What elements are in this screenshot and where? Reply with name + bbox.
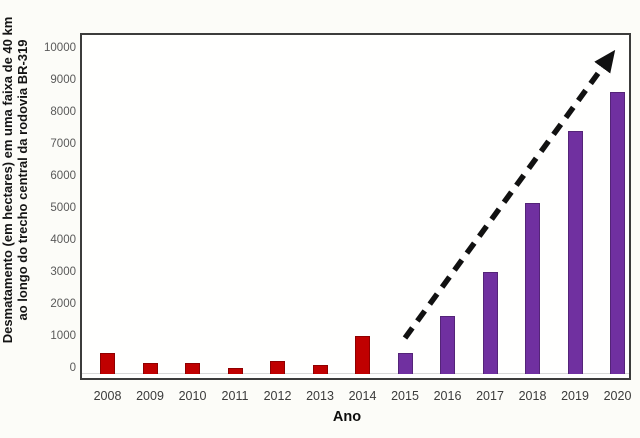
bar-2020 (610, 92, 625, 374)
bar-2010 (185, 362, 200, 374)
y-tick-label-5000: 5000 (50, 202, 76, 214)
bar-2016 (440, 316, 455, 374)
x-tick-label-2016: 2016 (433, 389, 462, 403)
y-tick-label-0: 0 (69, 362, 76, 374)
y-tick-label-2000: 2000 (50, 298, 76, 310)
bar-2011 (227, 368, 243, 374)
y-tick-label-9000: 9000 (50, 74, 76, 86)
trend-arrow (402, 49, 616, 340)
bar-2014 (355, 335, 370, 374)
y-tick-label-6000: 6000 (50, 170, 76, 182)
y-tick-label-7000: 7000 (50, 138, 76, 150)
y-axis-title-line1: Desmatamento (em hectares) em uma faixa … (0, 16, 15, 344)
bar-2015 (397, 353, 413, 374)
y-tick-label-10000: 10000 (44, 42, 76, 54)
x-tick-label-2008: 2008 (93, 389, 122, 403)
x-tick-label-2012: 2012 (263, 389, 292, 403)
x-tick-label-2013: 2013 (306, 389, 334, 403)
x-tick-label-2010: 2010 (178, 389, 207, 403)
bar-2008 (100, 353, 115, 374)
x-tick-label-2014: 2014 (348, 389, 377, 403)
y-tick-label-4000: 4000 (50, 234, 76, 246)
bar-2017 (482, 271, 498, 374)
x-tick-label-2009: 2009 (136, 389, 164, 403)
x-tick-label-2011: 2011 (221, 389, 249, 403)
plot-area (80, 33, 631, 380)
bar-2013 (312, 365, 328, 374)
x-tick-label-2018: 2018 (518, 389, 547, 403)
x-tick-label-2017: 2017 (476, 389, 504, 403)
x-tick-label-2015: 2015 (391, 389, 419, 403)
x-tick-label-2020: 2020 (603, 389, 632, 403)
y-tick-label-8000: 8000 (50, 106, 76, 118)
bar-2012 (270, 360, 285, 374)
bar-2009 (142, 362, 158, 374)
x-tick-label-2019: 2019 (561, 389, 589, 403)
y-tick-label-1000: 1000 (50, 330, 76, 342)
bar-2018 (525, 202, 540, 374)
x-axis-title: Ano (332, 409, 362, 425)
y-tick-label-3000: 3000 (50, 266, 76, 278)
bar-2019 (567, 130, 583, 374)
